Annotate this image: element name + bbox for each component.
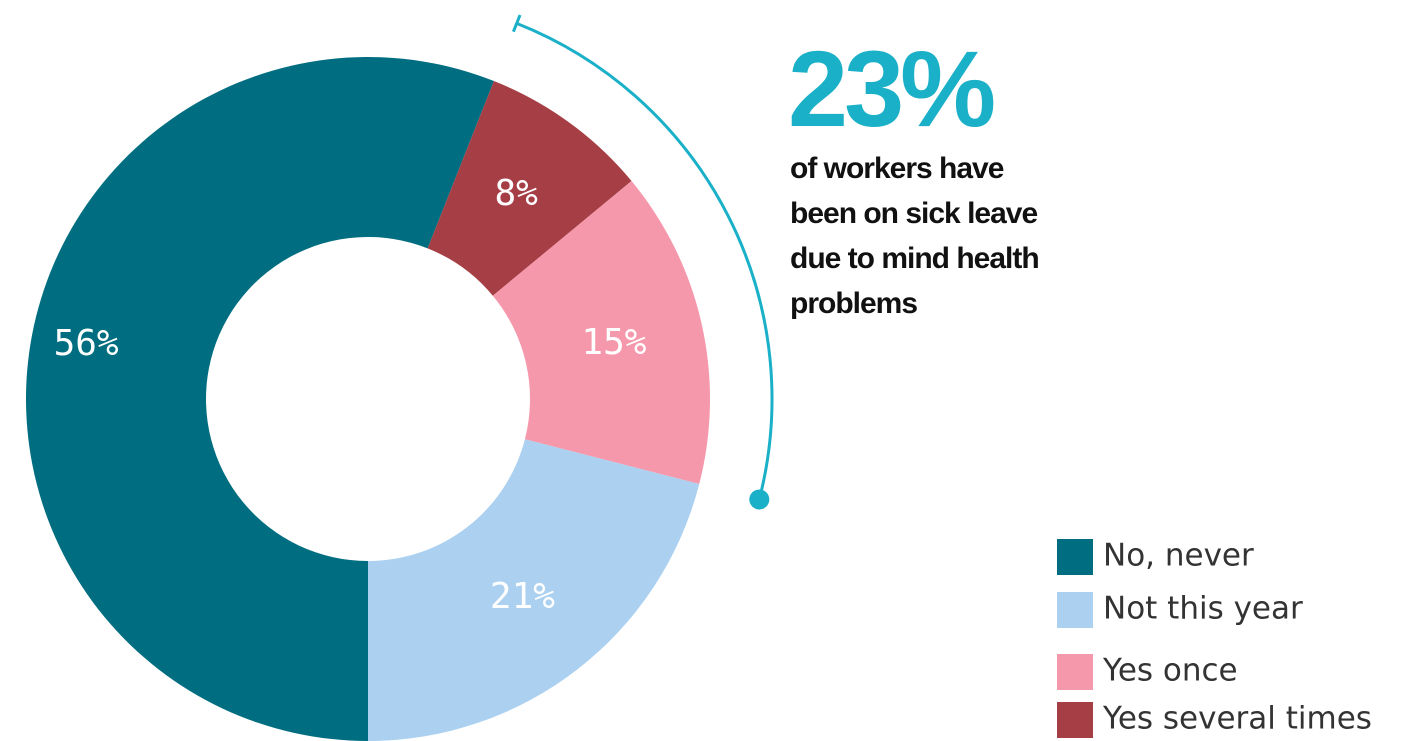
legend-swatch	[1057, 539, 1093, 575]
annotation-tick	[512, 14, 522, 33]
legend-label: Yes once	[1102, 653, 1238, 689]
annotation-arc	[516, 21, 774, 500]
annotation-text: of workers have	[790, 152, 1004, 185]
value-label: 8%	[494, 173, 538, 214]
value-label: 56%	[54, 323, 119, 364]
donut-slice	[427, 81, 632, 296]
annotation-value: 23%	[788, 28, 994, 149]
legend-label: Not this year	[1103, 591, 1303, 627]
donut-slice	[492, 181, 710, 485]
donut-slice	[26, 57, 494, 741]
legend-label: No, never	[1103, 538, 1254, 574]
annotation-text: been on sick leave	[790, 197, 1037, 230]
legend-label: Yes several times	[1102, 701, 1372, 737]
donut-slice	[368, 439, 700, 741]
legend-swatch	[1057, 592, 1093, 628]
annotation-dot	[749, 489, 770, 510]
value-label: 21%	[490, 576, 555, 617]
annotation-text: problems	[790, 287, 917, 320]
value-label: 15%	[581, 322, 646, 363]
legend-swatch	[1057, 654, 1093, 690]
legend-swatch	[1057, 702, 1093, 738]
annotation-text: due to mind health	[790, 242, 1039, 275]
